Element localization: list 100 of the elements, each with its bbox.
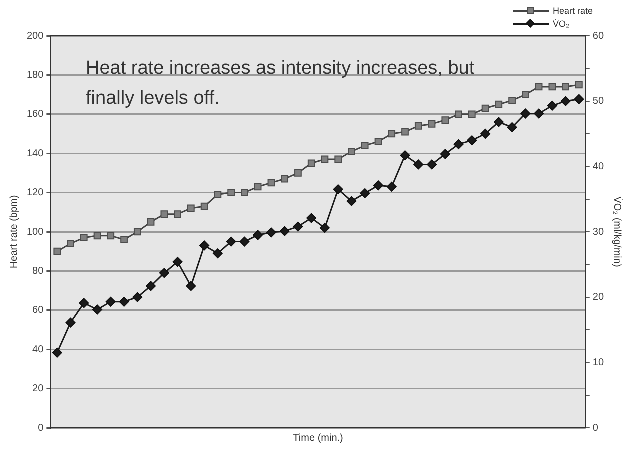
point bbox=[520, 108, 531, 119]
point bbox=[241, 189, 248, 196]
point bbox=[547, 100, 558, 111]
point bbox=[428, 120, 436, 128]
point bbox=[574, 94, 584, 104]
legend-label: Heart rate bbox=[552, 6, 593, 16]
point bbox=[200, 202, 208, 210]
point bbox=[334, 156, 342, 164]
y2-tick-label: 10 bbox=[592, 357, 604, 368]
point bbox=[226, 236, 236, 247]
point bbox=[373, 180, 384, 191]
point bbox=[92, 304, 103, 315]
point bbox=[107, 232, 115, 240]
point bbox=[494, 117, 504, 128]
point bbox=[172, 257, 183, 268]
point bbox=[80, 234, 88, 242]
point bbox=[333, 184, 344, 195]
point bbox=[522, 91, 530, 98]
point bbox=[240, 236, 250, 247]
point bbox=[67, 240, 74, 248]
point bbox=[228, 189, 235, 196]
point bbox=[306, 213, 317, 224]
point bbox=[414, 160, 424, 170]
point bbox=[120, 236, 128, 244]
point bbox=[253, 230, 264, 240]
point bbox=[54, 248, 62, 256]
y-tick-label: 0 bbox=[38, 422, 44, 434]
y2-tick-label: 40 bbox=[592, 161, 604, 172]
point bbox=[386, 182, 397, 192]
point bbox=[507, 122, 518, 132]
y-tick-label: 80 bbox=[32, 266, 44, 277]
point bbox=[468, 110, 476, 118]
point bbox=[320, 223, 330, 234]
point bbox=[293, 222, 304, 232]
y-tick-label: 40 bbox=[32, 344, 44, 356]
point bbox=[467, 136, 478, 146]
point bbox=[374, 138, 382, 146]
y2-tick-label: 0 bbox=[592, 422, 599, 434]
point bbox=[119, 296, 130, 307]
y-tick-label: 20 bbox=[32, 384, 44, 395]
y2-tick-label: 60 bbox=[592, 30, 604, 42]
legend-label: V̇O₂ bbox=[552, 18, 570, 28]
point bbox=[52, 348, 62, 358]
point bbox=[455, 110, 462, 118]
point bbox=[388, 130, 396, 138]
point bbox=[400, 150, 410, 161]
point bbox=[66, 318, 76, 328]
point bbox=[534, 108, 544, 119]
point bbox=[200, 240, 210, 251]
point bbox=[147, 218, 155, 226]
point bbox=[442, 116, 450, 124]
y-tick-label: 100 bbox=[26, 226, 44, 238]
point bbox=[480, 129, 491, 139]
point bbox=[562, 83, 570, 91]
point bbox=[160, 210, 168, 218]
point bbox=[321, 156, 329, 164]
point bbox=[360, 188, 370, 198]
point bbox=[535, 83, 543, 91]
point bbox=[187, 204, 195, 212]
y2-tick-label: 30 bbox=[592, 226, 604, 238]
point bbox=[482, 104, 490, 112]
x-axis-title: Time (min.) bbox=[293, 432, 344, 444]
point bbox=[427, 160, 438, 170]
y-tick-label: 160 bbox=[26, 109, 44, 120]
point bbox=[294, 170, 302, 177]
point bbox=[348, 148, 356, 156]
point bbox=[106, 296, 116, 307]
y-tick-label: 60 bbox=[32, 305, 44, 316]
point bbox=[174, 210, 182, 218]
point bbox=[268, 179, 276, 187]
point bbox=[134, 228, 142, 236]
point bbox=[186, 281, 196, 292]
y-tick-label: 180 bbox=[26, 70, 44, 81]
y2-axis-title: V̇O₂ (ml/kg/min) bbox=[611, 196, 623, 268]
y2-tick-label: 20 bbox=[592, 292, 604, 304]
y-tick-label: 140 bbox=[26, 148, 44, 160]
y-tick-label: 120 bbox=[26, 188, 44, 199]
point bbox=[212, 248, 223, 259]
point bbox=[560, 96, 571, 106]
point bbox=[346, 196, 357, 206]
point bbox=[454, 139, 464, 150]
point bbox=[414, 122, 422, 130]
point bbox=[214, 191, 222, 198]
point bbox=[254, 183, 262, 191]
point bbox=[266, 228, 276, 238]
point bbox=[308, 160, 316, 168]
point bbox=[361, 142, 369, 150]
point bbox=[440, 149, 450, 160]
point bbox=[159, 268, 170, 278]
y-axis-title: Heart rate (bpm) bbox=[8, 195, 20, 269]
annotation: Heat rate increases as intensity increases, but finally levels off. bbox=[86, 57, 476, 111]
point bbox=[576, 81, 583, 89]
point bbox=[146, 281, 156, 292]
point bbox=[132, 292, 143, 302]
y-tick-label: 200 bbox=[26, 30, 44, 42]
y2-tick-label: 50 bbox=[592, 96, 604, 108]
point bbox=[280, 226, 290, 236]
point bbox=[508, 97, 516, 104]
point bbox=[402, 128, 409, 136]
point bbox=[79, 298, 90, 308]
